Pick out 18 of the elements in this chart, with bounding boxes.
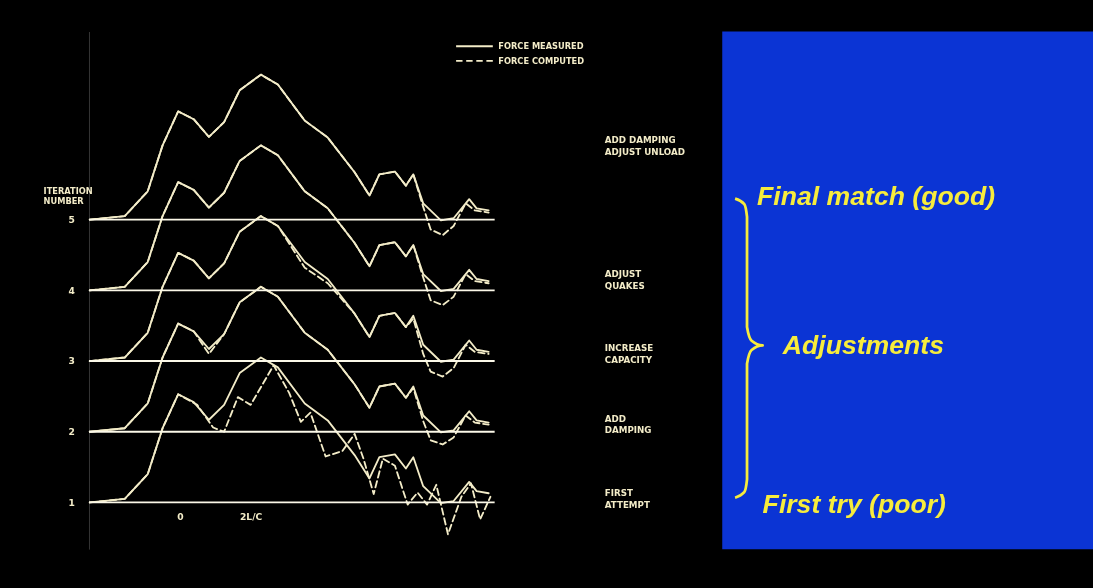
x-tick-label: 2L/C <box>239 511 263 523</box>
x-tick-label: 0 <box>177 511 184 523</box>
text: ADJUST QUAKES <box>604 269 645 292</box>
y-tick-label: 3 <box>68 355 75 367</box>
text: ADD DAMPING ADJUST UNLOAD <box>604 135 685 158</box>
text: INCREASE CAPACITY <box>604 342 654 365</box>
legend-label: FORCE MEASURED <box>498 40 584 51</box>
y-tick-label: 1 <box>68 496 75 508</box>
y-tick-label: 2 <box>68 425 75 437</box>
text: First try (poor) <box>762 489 947 520</box>
text: FIRST ATTEMPT <box>604 487 650 510</box>
legend-label: FORCE COMPUTED <box>498 55 585 66</box>
text: Adjustments <box>781 329 944 360</box>
y-tick-label: 4 <box>68 284 75 296</box>
text: ADD DAMPING <box>604 413 652 436</box>
text: Final match (good) <box>757 180 996 211</box>
y-axis-title: ITERATION NUMBER <box>43 186 93 206</box>
y-tick-label: 5 <box>68 213 75 225</box>
